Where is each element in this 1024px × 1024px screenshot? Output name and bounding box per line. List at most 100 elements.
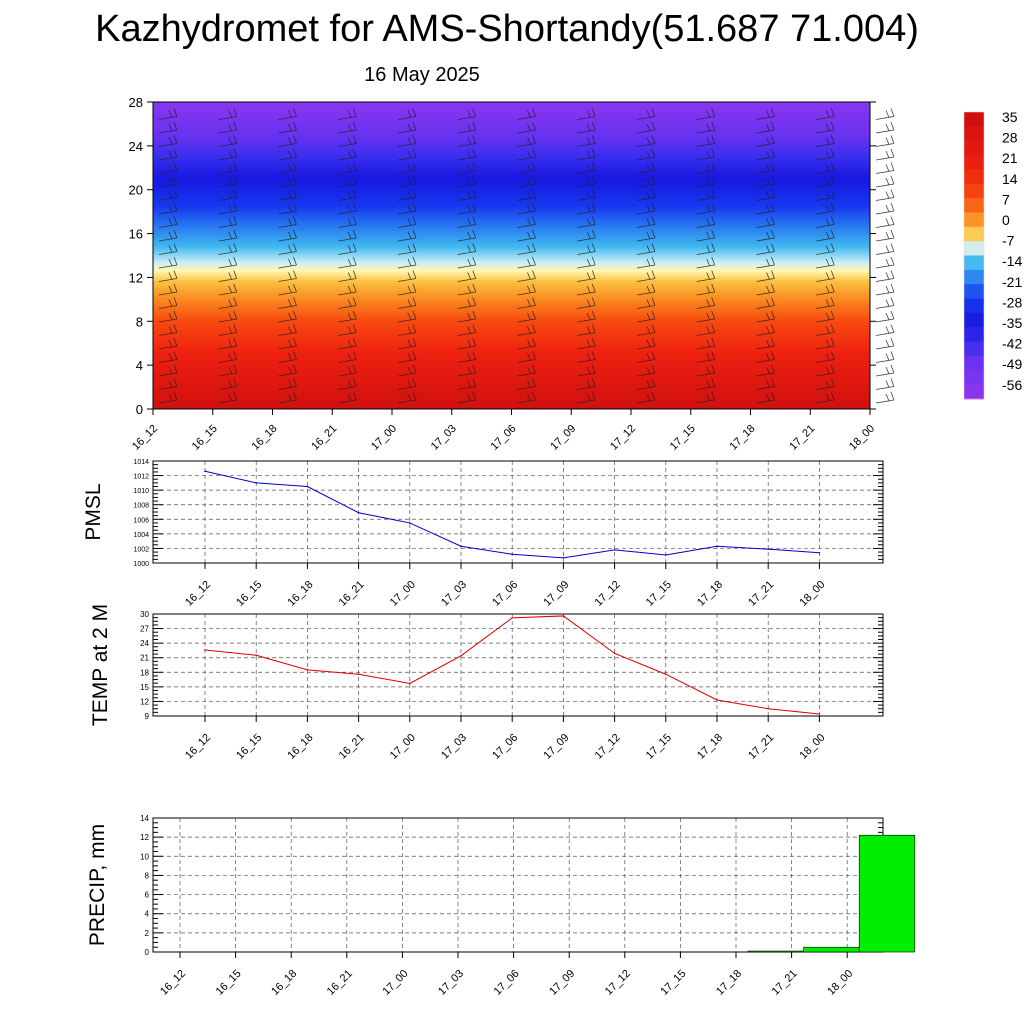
wind-barb: [158, 297, 178, 309]
precip-y-tick-label: 6: [145, 891, 150, 900]
precip-y-tick-label: 2: [145, 929, 150, 938]
pmsl-y-axis-label: PMSL: [82, 483, 105, 540]
wind-barb: [636, 216, 656, 228]
temp-data-point: [665, 673, 667, 676]
wind-barb: [875, 283, 895, 296]
wind-barb: [577, 202, 596, 215]
wind-barb: [457, 337, 477, 350]
colorbar-label: 21: [1002, 150, 1018, 166]
wind-barb: [278, 391, 297, 404]
wind-barb: [636, 297, 656, 309]
wind-barb: [756, 364, 775, 377]
precip-x-tick-label: 17_12: [603, 968, 633, 998]
wind-barb: [457, 148, 477, 161]
pmsl-x-tick-label: 17_03: [439, 579, 469, 609]
wind-barb: [218, 229, 238, 242]
wind-barb: [816, 121, 835, 134]
wind-barb: [397, 243, 417, 255]
wind-barb: [696, 175, 716, 188]
wind-barb: [218, 135, 238, 147]
wind-barb: [158, 229, 178, 242]
wind-barb: [696, 202, 716, 215]
wind-barb: [158, 378, 178, 390]
temp-y-tick-label: 21: [140, 654, 149, 663]
pmsl-x-tick-label: 18_00: [797, 579, 827, 609]
precip-x-tick-label: 16_18: [269, 968, 299, 998]
wind-barb: [816, 297, 835, 309]
precip-y-tick-label: 14: [140, 814, 149, 823]
wind-barb: [636, 310, 656, 323]
wind-barb: [278, 324, 297, 336]
wind-barb: [756, 378, 775, 390]
pmsl-data-point: [613, 549, 616, 551]
wind-barb: [338, 270, 357, 282]
colorbar-label: -56: [1002, 377, 1022, 393]
wind-barb: [577, 121, 596, 134]
wind-barb: [696, 310, 716, 323]
wind-barb: [577, 256, 596, 269]
pmsl-y-tick-label: 1010: [133, 488, 149, 495]
wind-barb: [875, 148, 895, 161]
wind-barb: [577, 283, 596, 296]
pmsl-x-tick-label: 16_12: [183, 579, 213, 609]
wind-barb: [696, 229, 716, 242]
wind-barb: [816, 135, 835, 147]
wind-barb: [636, 364, 656, 377]
wind-barb: [636, 162, 656, 174]
wind-barb: [158, 324, 178, 336]
colorbar-label: 0: [1002, 212, 1010, 228]
wind-barb: [278, 175, 297, 188]
wind-barb: [457, 216, 477, 228]
precip-x-tick-label: 17_06: [492, 968, 522, 998]
wind-barb: [517, 189, 536, 201]
wind-barb: [577, 270, 596, 282]
heatmap-x-tick-label: 17_21: [787, 423, 817, 453]
wind-barb: [397, 189, 417, 201]
wind-barb: [816, 351, 835, 363]
temp-y-tick-label: 24: [140, 639, 149, 648]
wind-barb: [218, 189, 238, 201]
temp-data-point: [357, 673, 360, 676]
wind-barb: [278, 216, 297, 228]
wind-barb: [577, 216, 596, 228]
wind-barb: [517, 310, 536, 323]
wind-barb: [577, 189, 596, 201]
wind-barb: [457, 121, 477, 134]
wind-barb: [756, 256, 775, 269]
heatmap-x-tick-label: 16_12: [130, 423, 160, 453]
wind-barb: [875, 351, 895, 363]
wind-barb: [457, 243, 477, 255]
pmsl-x-tick-label: 17_06: [490, 579, 520, 609]
wind-barb: [218, 324, 238, 336]
wind-barb: [397, 283, 417, 296]
wind-barb: [696, 270, 716, 282]
wind-barb: [696, 337, 716, 350]
wind-barb: [457, 135, 477, 147]
colorbar-label: -35: [1002, 315, 1022, 331]
wind-barb: [577, 391, 596, 404]
pmsl-x-tick-label: 17_00: [388, 579, 418, 609]
wind-barb: [278, 108, 297, 120]
wind-barb: [517, 135, 536, 147]
wind-barb: [457, 351, 477, 363]
wind-barb: [517, 162, 536, 174]
wind-barb: [397, 297, 417, 309]
wind-barb: [397, 364, 417, 377]
temp-y-tick-label: 15: [140, 683, 149, 692]
wind-barb: [457, 202, 477, 215]
pmsl-frame: [152, 460, 884, 564]
wind-barb: [636, 351, 656, 363]
precip-x-tick-label: 17_00: [380, 968, 410, 998]
wind-barb: [875, 189, 895, 201]
wind-barbs: [158, 108, 895, 404]
wind-barb: [457, 162, 477, 174]
precip-bar: [858, 834, 916, 953]
wind-barb: [636, 337, 656, 350]
wind-barb: [218, 121, 238, 134]
wind-barb: [517, 175, 536, 188]
wind-barb: [816, 324, 835, 336]
wind-barb: [875, 108, 895, 120]
colorbar-label: 35: [1002, 109, 1018, 125]
wind-barb: [875, 324, 895, 336]
precip-x-tick-label: 17_21: [770, 968, 800, 998]
